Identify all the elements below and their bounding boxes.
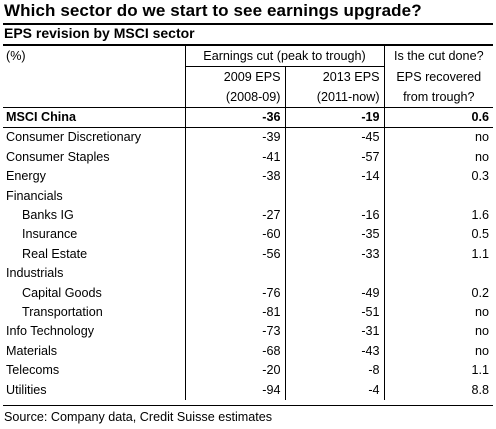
eps-recovered: no bbox=[384, 127, 494, 148]
eps-recovered bbox=[384, 264, 493, 283]
eps2009-cut: -68 bbox=[185, 341, 286, 362]
table-row: MSCI China -36 -19 0.6 bbox=[3, 107, 493, 128]
table-row: Consumer Discretionary -39 -45 no bbox=[3, 127, 494, 148]
eps2013-cut: -8 bbox=[285, 361, 385, 381]
eps2013-cut bbox=[285, 264, 385, 284]
row-label: Transportation bbox=[3, 303, 186, 323]
row-label: Consumer Discretionary bbox=[3, 127, 186, 148]
row-label: Energy bbox=[3, 167, 186, 187]
from-trough-header: from trough? bbox=[384, 87, 494, 108]
eps2013-cut: -35 bbox=[285, 225, 385, 245]
row-label: Capital Goods bbox=[3, 283, 186, 304]
table-row: Real Estate -56 -33 1.1 bbox=[3, 244, 493, 265]
row-label: Banks IG bbox=[3, 206, 186, 226]
eps-recovered: 0.6 bbox=[471, 110, 490, 124]
table-row: Insurance -60 -35 0.5 bbox=[3, 225, 493, 245]
cut-done-header: Is the cut done? bbox=[393, 49, 484, 64]
row-label: Utilities bbox=[3, 380, 186, 401]
header-row-1: (%) Earnings cut (peak to trough) Is the… bbox=[3, 46, 493, 67]
page-title: Which sector do we start to see earnings… bbox=[4, 1, 422, 20]
eps2009-cut: -41 bbox=[185, 147, 286, 168]
table-row: Info Technology -73 -31 no bbox=[3, 322, 493, 342]
row-label: Info Technology bbox=[3, 322, 186, 342]
table-row: Industrials bbox=[3, 264, 493, 284]
title-rule bbox=[3, 23, 493, 25]
table-row: Financials bbox=[3, 186, 493, 207]
eps2009-cut: -27 bbox=[185, 206, 286, 226]
eps2013-cut: -45 bbox=[285, 127, 385, 148]
eps-revision-table: (%) Earnings cut (peak to trough) Is the… bbox=[3, 46, 494, 401]
eps2009-header: 2009 EPS bbox=[185, 66, 286, 87]
table-row: Utilities -94 -4 8.8 bbox=[3, 380, 493, 401]
eps2009-cut bbox=[185, 186, 286, 207]
row-label: Materials bbox=[3, 341, 186, 362]
row-label: Consumer Staples bbox=[3, 147, 186, 168]
eps2013-cut: -49 bbox=[285, 283, 385, 304]
eps2013-cut: -19 bbox=[285, 107, 385, 128]
row-label: MSCI China bbox=[3, 107, 186, 128]
eps2013-cut: -14 bbox=[285, 167, 385, 187]
eps2013-cut: -31 bbox=[285, 322, 385, 342]
unit-label: (%) bbox=[3, 46, 186, 67]
eps2013-cut: -57 bbox=[285, 147, 385, 168]
header-row-3: (2008-09) (2011-now) from trough? bbox=[3, 87, 494, 108]
eps2009-cut: -36 bbox=[185, 107, 286, 128]
eps-recovered: 1.1 bbox=[471, 246, 490, 261]
table-row: Banks IG -27 -16 1.6 bbox=[3, 206, 493, 226]
eps2009-cut: -94 bbox=[185, 380, 286, 401]
eps2009-cut: -76 bbox=[185, 283, 286, 304]
eps2013-header: 2013 EPS bbox=[285, 66, 385, 87]
eps2009-cut: -60 bbox=[185, 225, 286, 245]
table-row: Transportation -81 -51 no bbox=[3, 303, 493, 323]
eps2013-cut: -43 bbox=[285, 341, 385, 362]
eps-recovered: no bbox=[475, 343, 490, 358]
table-row: Telecoms -20 -8 1.1 bbox=[3, 361, 493, 381]
eps-recovered: 1.6 bbox=[471, 208, 490, 223]
eps-recovered: no bbox=[475, 324, 490, 339]
eps2013-cut: -51 bbox=[285, 303, 385, 323]
table-row: Consumer Staples -41 -57 no bbox=[3, 147, 493, 168]
eps-recovered: 0.3 bbox=[471, 169, 490, 184]
row-label: Financials bbox=[3, 186, 186, 207]
table-row: Energy -38 -14 0.3 bbox=[3, 167, 493, 187]
eps2013-cut: -4 bbox=[285, 380, 385, 401]
eps-recovered: 1.1 bbox=[471, 363, 490, 378]
eps-recovered: 0.2 bbox=[471, 285, 490, 300]
eps2013-cut: -33 bbox=[285, 244, 385, 265]
earnings-cut-header: Earnings cut (peak to trough) bbox=[185, 46, 385, 67]
eps2009-cut: -38 bbox=[185, 167, 286, 187]
table-row: Capital Goods -76 -49 0.2 bbox=[3, 283, 493, 304]
eps2013-cut bbox=[285, 186, 385, 207]
eps-recovered: no bbox=[475, 149, 490, 164]
eps2009-cut: -73 bbox=[185, 322, 286, 342]
eps2013-cut: -16 bbox=[285, 206, 385, 226]
eps2009-cut: -81 bbox=[185, 303, 286, 323]
eps-recovered bbox=[384, 187, 493, 206]
eps2009-cut: -20 bbox=[185, 361, 286, 381]
header-row-2: 2009 EPS 2013 EPS EPS recovered bbox=[3, 66, 493, 87]
eps2013-period: (2011-now) bbox=[285, 87, 385, 108]
eps2009-period: (2008-09) bbox=[185, 87, 286, 108]
eps-recovered-header: EPS recovered bbox=[396, 69, 482, 84]
eps-recovered: 8.8 bbox=[471, 382, 490, 397]
eps2009-cut: -39 bbox=[185, 127, 286, 148]
row-label: Telecoms bbox=[3, 361, 186, 381]
row-label: Insurance bbox=[3, 225, 186, 245]
source-note: Source: Company data, Credit Suisse esti… bbox=[4, 410, 273, 424]
row-label: Real Estate bbox=[3, 244, 186, 265]
subtitle-rule bbox=[3, 44, 493, 46]
eps2009-cut: -56 bbox=[185, 244, 286, 265]
table-subtitle: EPS revision by MSCI sector bbox=[4, 25, 195, 41]
eps2009-cut bbox=[185, 264, 286, 284]
eps-recovered: no bbox=[475, 305, 490, 320]
table-row: Materials -68 -43 no bbox=[3, 341, 493, 362]
eps-recovered: 0.5 bbox=[471, 227, 490, 242]
bottom-rule bbox=[3, 405, 493, 406]
row-label: Industrials bbox=[3, 264, 186, 284]
